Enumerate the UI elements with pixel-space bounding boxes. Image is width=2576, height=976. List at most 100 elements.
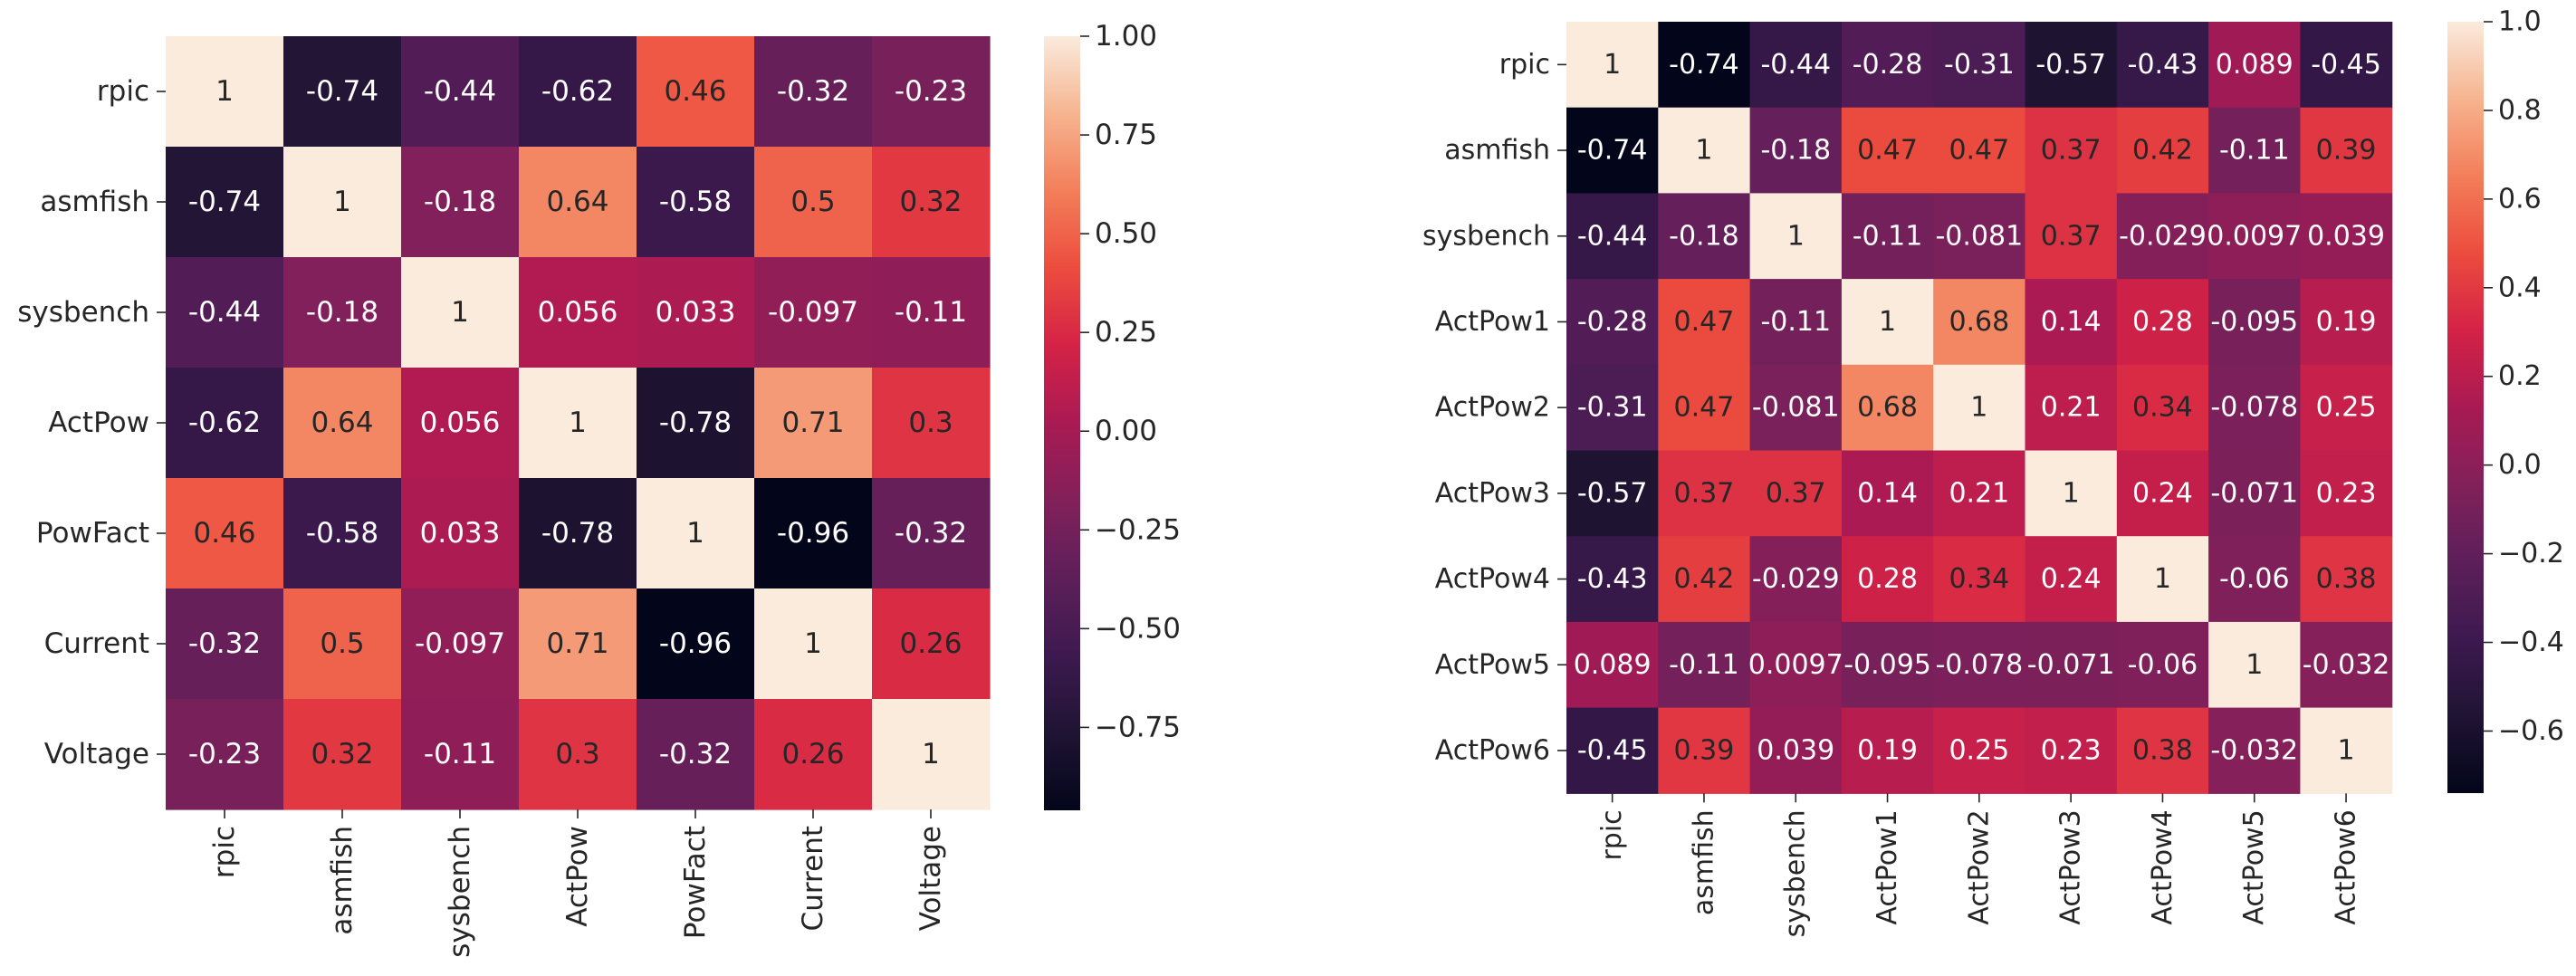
heatmap-cell (1566, 621, 1659, 709)
x-tick-label: Current (797, 826, 829, 931)
heatmap-cell (1933, 364, 2026, 452)
cell-annotation: -0.095 (1843, 649, 1931, 681)
cell-annotation: -0.11 (895, 296, 967, 329)
heatmap-cell (2208, 364, 2301, 452)
cell-annotation: 0.39 (1674, 734, 1735, 766)
cell-annotation: 0.47 (1674, 306, 1735, 338)
cell-annotation: -0.31 (1577, 392, 1648, 424)
heatmap-cell (519, 588, 637, 700)
cell-annotation: -0.74 (1669, 49, 1739, 81)
y-tick-label: rpic (97, 75, 149, 108)
cell-annotation: 0.46 (193, 517, 255, 550)
heatmap-cell (1933, 707, 2026, 794)
cell-annotation: -0.078 (1935, 649, 2023, 681)
cell-annotation: 0.5 (790, 186, 835, 218)
heatmap-cell (1933, 107, 2026, 194)
heatmap-cell (1566, 193, 1659, 280)
cell-annotation: 0.056 (538, 296, 618, 329)
cell-annotation: 0.0097 (2207, 220, 2302, 252)
heatmap-cell (2300, 621, 2393, 709)
colorbar-tick-label: 0.2 (2498, 360, 2542, 392)
heatmap-cell (1841, 450, 1934, 537)
cell-annotation: 0.0097 (1748, 649, 1843, 681)
cell-annotation: -0.081 (1752, 392, 1840, 424)
colorbar-tick-label: 0.4 (2498, 272, 2542, 303)
cell-annotation: 1 (1970, 392, 1987, 424)
cell-annotation: 0.21 (2041, 392, 2102, 424)
cell-annotation: -0.081 (1935, 220, 2023, 252)
cell-annotation: -0.18 (1669, 220, 1739, 252)
heatmap-cell (401, 699, 520, 810)
cell-annotation: 0.64 (311, 407, 373, 439)
cell-annotation: 0.21 (1949, 477, 2009, 509)
heatmap-cell (2300, 193, 2393, 280)
cell-annotation: -0.43 (1577, 563, 1648, 595)
cell-annotation: -0.78 (659, 407, 732, 439)
heatmap-cell (2208, 279, 2301, 366)
cell-annotation: -0.45 (1577, 734, 1648, 766)
cell-annotation: 1 (1604, 49, 1621, 81)
heatmap-cell (637, 478, 755, 589)
cell-annotation: 0.24 (2132, 477, 2193, 509)
cell-annotation: -0.44 (188, 296, 261, 329)
heatmap-cell (2208, 450, 2301, 537)
x-tick-label: sysbench (1780, 809, 1812, 937)
cell-annotation: 1 (1787, 220, 1805, 252)
heatmap-cell (1566, 279, 1659, 366)
colorbar-tick-label: −0.4 (2498, 627, 2564, 658)
cell-annotation: 0.28 (1857, 563, 1918, 595)
heatmap-cell (166, 36, 284, 148)
y-tick-label: Current (44, 627, 149, 660)
heatmap-cell (754, 699, 873, 810)
cell-annotation: 0.64 (546, 186, 608, 218)
cell-annotation: 0.37 (2041, 220, 2102, 252)
heatmap-cell (1841, 621, 1934, 709)
cell-annotation: 0.37 (1674, 477, 1735, 509)
cell-annotation: -0.74 (1577, 135, 1648, 167)
heatmap-cell (637, 257, 755, 368)
heatmap-cell (2300, 22, 2393, 109)
cell-annotation: 0.47 (1674, 392, 1735, 424)
cell-annotation: -0.74 (188, 186, 261, 218)
cell-annotation: -0.44 (424, 75, 496, 108)
cell-annotation: 1 (1695, 135, 1712, 167)
heatmap-cell (1566, 536, 1659, 623)
cell-annotation: -0.071 (2210, 477, 2298, 509)
colorbar-tick-label: 0.0 (2498, 449, 2542, 481)
cell-annotation: 1 (804, 627, 822, 660)
cell-annotation: 1 (2154, 563, 2171, 595)
colorbar-tick-label: 0.25 (1095, 316, 1157, 349)
cell-annotation: 0.033 (420, 517, 501, 550)
heatmap-cell (1933, 450, 2026, 537)
heatmap-cell (519, 368, 637, 479)
heatmap-cell (754, 368, 873, 479)
cell-annotation: 0.26 (899, 627, 962, 660)
cell-annotation: -0.62 (541, 75, 614, 108)
x-tick-label: PowFact (679, 826, 712, 939)
cell-annotation: -0.071 (2027, 649, 2115, 681)
heatmap-cell (1566, 22, 1659, 109)
heatmap-cell (283, 36, 402, 148)
x-tick-label: asmfish (326, 826, 359, 935)
cell-annotation: -0.62 (188, 407, 261, 439)
heatmap-cell (1658, 364, 1751, 452)
x-tick-label: sysbench (444, 826, 476, 958)
cell-annotation: -0.58 (306, 517, 378, 550)
cell-annotation: -0.57 (1577, 477, 1648, 509)
x-tick-label: rpic (208, 826, 241, 878)
cell-annotation: -0.43 (2128, 49, 2198, 81)
heatmap-cell (872, 588, 991, 700)
cell-annotation: 0.71 (546, 627, 608, 660)
cell-annotation: -0.097 (415, 627, 505, 660)
heatmap-cell (872, 147, 991, 258)
heatmap-cell (1658, 536, 1751, 623)
colorbar-tick-label: 0.00 (1095, 415, 1157, 447)
cell-annotation: 0.34 (2132, 392, 2193, 424)
heatmap-cell (2116, 107, 2209, 194)
cell-annotation: -0.74 (306, 75, 378, 108)
cell-annotation: 1 (569, 407, 587, 439)
heatmap-cell (1841, 107, 1934, 194)
heatmap-cell (166, 478, 284, 589)
y-tick-label: rpic (1499, 49, 1550, 81)
heatmap-cell (283, 368, 402, 479)
